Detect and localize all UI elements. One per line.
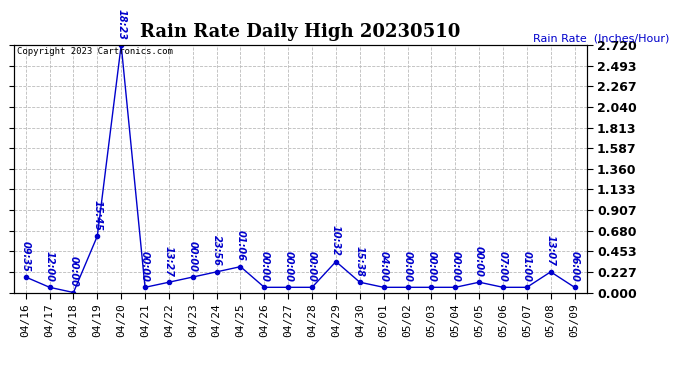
Text: 13:07: 13:07 (546, 236, 555, 266)
Text: 15:45: 15:45 (92, 200, 102, 231)
Text: Copyright 2023 Cartronics.com: Copyright 2023 Cartronics.com (17, 48, 172, 57)
Text: 12:00: 12:00 (45, 251, 55, 282)
Text: 00:00: 00:00 (402, 251, 413, 282)
Text: 00:00: 00:00 (451, 251, 460, 282)
Text: 00:00: 00:00 (283, 251, 293, 282)
Text: 15:38: 15:38 (355, 246, 365, 277)
Text: 00:00: 00:00 (140, 251, 150, 282)
Text: 10:32: 10:32 (331, 225, 341, 256)
Text: 00:00: 00:00 (259, 251, 269, 282)
Text: Rain Rate  (Inches/Hour): Rain Rate (Inches/Hour) (533, 34, 669, 44)
Text: 09:35: 09:35 (21, 241, 31, 272)
Text: 00:00: 00:00 (307, 251, 317, 282)
Text: 23:56: 23:56 (212, 236, 221, 266)
Text: 00:00: 00:00 (68, 256, 79, 287)
Title: Rain Rate Daily High 20230510: Rain Rate Daily High 20230510 (140, 22, 460, 40)
Text: 00:00: 00:00 (426, 251, 436, 282)
Text: 07:00: 07:00 (498, 251, 508, 282)
Text: 13:27: 13:27 (164, 246, 174, 277)
Text: 01:00: 01:00 (522, 251, 532, 282)
Text: 01:06: 01:06 (235, 230, 246, 261)
Text: 18:23: 18:23 (116, 9, 126, 39)
Text: 00:00: 00:00 (188, 241, 198, 272)
Text: 00:00: 00:00 (474, 246, 484, 277)
Text: 04:00: 04:00 (379, 251, 388, 282)
Text: 06:00: 06:00 (569, 251, 580, 282)
